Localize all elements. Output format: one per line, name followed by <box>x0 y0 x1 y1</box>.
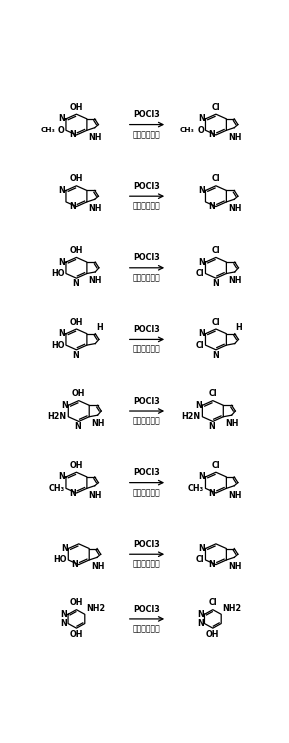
Text: Cl: Cl <box>212 175 220 184</box>
Text: Cl: Cl <box>195 269 204 278</box>
Text: N: N <box>198 473 205 481</box>
Text: N: N <box>58 114 65 123</box>
Text: N: N <box>69 131 76 140</box>
Text: OH: OH <box>70 103 83 112</box>
Text: Cl: Cl <box>212 103 220 112</box>
Text: N: N <box>60 610 67 619</box>
Text: N: N <box>198 329 205 338</box>
Text: HO: HO <box>53 556 67 565</box>
Text: N: N <box>197 610 204 619</box>
Text: H2N: H2N <box>48 412 67 421</box>
Text: H2N: H2N <box>182 412 201 421</box>
Text: N: N <box>208 489 215 498</box>
Text: N: N <box>198 114 205 123</box>
Text: 四乙基氯化锨: 四乙基氯化锨 <box>133 416 161 426</box>
Text: Cl: Cl <box>195 340 204 350</box>
Text: 四乙基氯化锨: 四乙基氯化锨 <box>133 345 161 354</box>
Text: N: N <box>198 258 205 267</box>
Text: NH: NH <box>228 204 241 213</box>
Text: OH: OH <box>70 631 83 640</box>
Text: N: N <box>61 544 68 553</box>
Text: 四乙基氯化锨: 四乙基氯化锨 <box>133 559 161 568</box>
Text: N: N <box>212 279 218 288</box>
Text: NH: NH <box>88 276 102 285</box>
Text: NH: NH <box>228 562 241 571</box>
Text: NH: NH <box>228 490 241 499</box>
Text: NH2: NH2 <box>86 604 105 613</box>
Text: Cl: Cl <box>212 461 220 470</box>
Text: Cl: Cl <box>208 598 217 607</box>
Text: N: N <box>69 489 76 498</box>
Text: CH₃: CH₃ <box>48 484 64 493</box>
Text: OH: OH <box>70 461 83 470</box>
Text: NH: NH <box>88 132 102 142</box>
Text: CH₃: CH₃ <box>180 127 194 133</box>
Text: 四乙基氯化锨: 四乙基氯化锨 <box>133 273 161 282</box>
Text: N: N <box>58 329 65 338</box>
Text: NH: NH <box>91 419 104 428</box>
Text: Cl: Cl <box>208 389 217 398</box>
Text: N: N <box>198 544 205 553</box>
Text: N: N <box>208 202 215 211</box>
Text: N: N <box>195 400 202 410</box>
Text: POCl3: POCl3 <box>134 540 160 549</box>
Text: POCl3: POCl3 <box>134 110 160 119</box>
Text: NH: NH <box>228 132 241 142</box>
Text: NH: NH <box>225 419 238 428</box>
Text: OH: OH <box>70 318 83 327</box>
Text: 四乙基氯化锨: 四乙基氯化锨 <box>133 201 161 210</box>
Text: POCl3: POCl3 <box>134 182 160 191</box>
Text: HO: HO <box>51 269 64 278</box>
Text: OH: OH <box>70 598 83 607</box>
Text: N: N <box>72 279 79 288</box>
Text: Cl: Cl <box>212 318 220 327</box>
Text: OH: OH <box>72 389 86 398</box>
Text: H: H <box>96 323 103 332</box>
Text: N: N <box>71 560 78 569</box>
Text: N: N <box>212 351 218 360</box>
Text: OH: OH <box>70 246 83 255</box>
Text: NH: NH <box>228 276 241 285</box>
Text: HO: HO <box>51 340 64 350</box>
Text: N: N <box>197 619 204 628</box>
Text: NH: NH <box>88 490 102 499</box>
Text: NH2: NH2 <box>223 604 242 613</box>
Text: POCl3: POCl3 <box>134 253 160 262</box>
Text: N: N <box>58 186 65 195</box>
Text: 四乙基氯化锨: 四乙基氯化锨 <box>133 624 161 633</box>
Text: N: N <box>61 400 68 410</box>
Text: OH: OH <box>206 631 220 640</box>
Text: CH₃: CH₃ <box>40 127 55 133</box>
Text: Cl: Cl <box>195 556 204 565</box>
Text: O: O <box>197 126 204 134</box>
Text: Cl: Cl <box>212 246 220 255</box>
Text: N: N <box>60 619 67 628</box>
Text: NH: NH <box>91 562 104 571</box>
Text: POCl3: POCl3 <box>134 605 160 614</box>
Text: O: O <box>58 126 64 134</box>
Text: H: H <box>236 323 242 332</box>
Text: OH: OH <box>70 175 83 184</box>
Text: POCl3: POCl3 <box>134 397 160 406</box>
Text: N: N <box>208 131 215 140</box>
Text: 四乙基氯化锨: 四乙基氯化锨 <box>133 130 161 139</box>
Text: N: N <box>58 258 65 267</box>
Text: NH: NH <box>88 204 102 213</box>
Text: POCl3: POCl3 <box>134 325 160 334</box>
Text: N: N <box>209 422 215 431</box>
Text: N: N <box>69 202 76 211</box>
Text: N: N <box>75 422 81 431</box>
Text: N: N <box>198 186 205 195</box>
Text: N: N <box>208 560 215 569</box>
Text: POCl3: POCl3 <box>134 468 160 477</box>
Text: CH₃: CH₃ <box>188 484 204 493</box>
Text: 四乙基氯化锨: 四乙基氯化锨 <box>133 488 161 497</box>
Text: N: N <box>72 351 79 360</box>
Text: N: N <box>58 473 65 481</box>
